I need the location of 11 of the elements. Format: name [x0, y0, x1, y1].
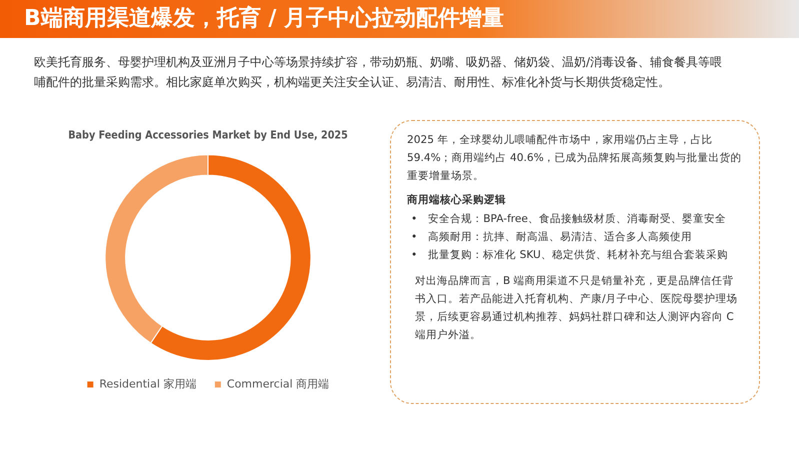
text: 对出海品牌而言，B 端商用渠道不只是销量补充，更是品牌信任背书入口。若产品能进入托育机构、产康/月子中心、医院母婴护理场景，后续更容易通过机构推荐、妈妈社群口碑和达人测评内容向 C 端用户外溢。: [414, 274, 739, 343]
text: • 批量复购：标准化 SKU、稳定供货、耗材补充与组合套装采购: [411, 248, 729, 263]
text: B端商用渠道爆发，托育 / 月子中心拉动配件增量: [23, 4, 506, 33]
text: • 安全合规：BPA-free、食品接触级材质、消毒耐受、婴童安全: [411, 212, 727, 227]
text: 欧美托育服务、母婴护理机构及亚洲月子中心等场景持续扩容，带动奶瓶、奶嘴、吸奶器、储奶袋、温奶/消毒设备、辅食餐具等喂哺配件的批量采购需求。相比家庭单次购买，机构端更关注安全认证、易清洁、耐用性、标准化补货与长期供货稳定性。: [34, 54, 724, 91]
legend-label: Residential 家用端: [99, 377, 196, 390]
text: 商用端核心采购逻辑: [407, 192, 507, 208]
legend-label: Commercial 商用端: [226, 377, 330, 390]
chart-title: Baby Feeding Accessories Market by End Use, 2025: [68, 128, 348, 142]
text: 2025 年，全球婴幼儿喂哺配件市场中，家用端仍占主导，占比 59.4%；商用端约占 40.6%，已成为品牌拓展高频复购与批量出货的重要增量场景。: [407, 133, 743, 184]
text: • 高频耐用：抗摔、耐高温、易清洁、适合多人高频使用: [411, 230, 694, 245]
